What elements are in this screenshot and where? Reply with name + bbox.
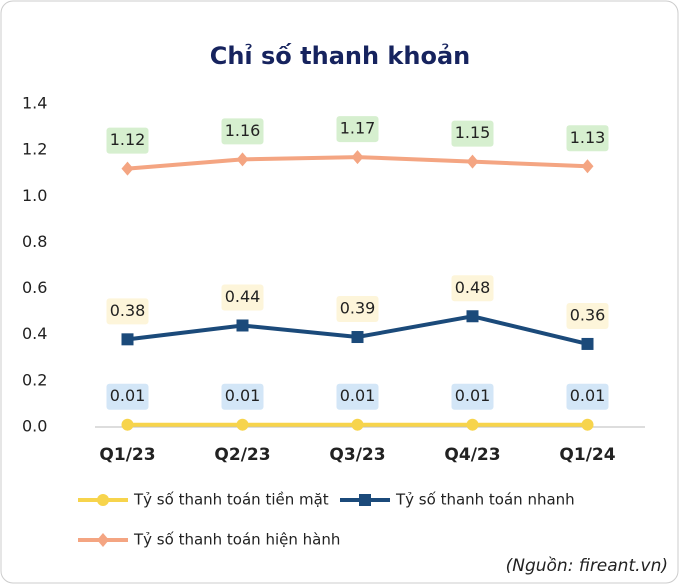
point: [466, 154, 479, 169]
data-label-bg: [106, 127, 149, 154]
data-label: 1.12: [110, 130, 146, 149]
data-label-bg: [336, 116, 379, 143]
x-tick-label: Q1/23: [99, 445, 155, 465]
point: [466, 418, 479, 431]
legend-marker: [359, 494, 371, 506]
data-label-bg: [451, 120, 494, 147]
data-label-bg: [221, 284, 264, 311]
y-tick-label: 1.2: [22, 140, 47, 159]
data-label: 0.38: [110, 301, 146, 320]
point: [351, 331, 364, 344]
data-label: 0.01: [455, 386, 491, 405]
data-label-bg: [566, 302, 609, 329]
point: [581, 159, 594, 174]
legend-label: Tỷ số thanh toán tiền mặt: [133, 491, 329, 509]
data-label-bg: [566, 383, 609, 410]
data-label-bg: [106, 383, 149, 410]
y-tick-label: 0.0: [22, 417, 47, 436]
data-label: 0.01: [225, 386, 261, 405]
y-tick-label: 0.2: [22, 370, 47, 389]
y-tick-label: 1.0: [22, 186, 47, 205]
data-label: 0.01: [110, 386, 146, 405]
data-label-bg: [221, 383, 264, 410]
point: [121, 333, 134, 346]
data-label: 1.13: [570, 128, 606, 147]
source: (Nguồn: fireant.vn): [506, 555, 668, 576]
data-label-bg: [451, 383, 494, 410]
point: [236, 418, 249, 431]
x-tick-label: Q1/24: [559, 445, 615, 465]
y-tick-label: 0.4: [22, 324, 47, 343]
point: [581, 418, 594, 431]
point: [121, 418, 134, 431]
data-label-bg: [221, 118, 264, 145]
data-label: 0.44: [225, 287, 261, 306]
data-label: 0.36: [570, 305, 606, 324]
legend-label: Tỷ số thanh toán hiện hành: [133, 531, 340, 549]
legend-marker: [97, 494, 109, 506]
point: [351, 150, 364, 165]
point: [121, 161, 134, 176]
point: [236, 319, 249, 332]
data-label-bg: [106, 298, 149, 325]
data-label: 0.01: [340, 386, 376, 405]
data-label-bg: [566, 125, 609, 152]
point: [581, 337, 594, 350]
data-label: 0.48: [455, 278, 491, 297]
x-tick-label: Q4/23: [444, 445, 500, 465]
y-tick-label: 0.8: [22, 232, 47, 251]
data-label-bg: [336, 296, 379, 323]
y-tick-label: 1.4: [22, 94, 47, 113]
y-tick-label: 0.6: [22, 278, 47, 297]
data-label: 1.16: [225, 121, 261, 140]
x-tick-label: Q3/23: [329, 445, 385, 465]
data-label: 1.17: [340, 119, 376, 138]
data-label: 0.39: [340, 299, 376, 318]
point: [466, 310, 479, 323]
point: [351, 418, 364, 431]
legend-label: Tỷ số thanh toán nhanh: [395, 491, 575, 509]
data-label-bg: [451, 275, 494, 302]
data-label: 1.15: [455, 123, 491, 142]
data-label: 0.01: [570, 386, 606, 405]
point: [236, 152, 249, 167]
data-label-bg: [336, 383, 379, 410]
chart-title: Chỉ số thanh khoản: [210, 42, 471, 70]
x-tick-label: Q2/23: [214, 445, 270, 465]
legend-marker: [97, 533, 109, 547]
